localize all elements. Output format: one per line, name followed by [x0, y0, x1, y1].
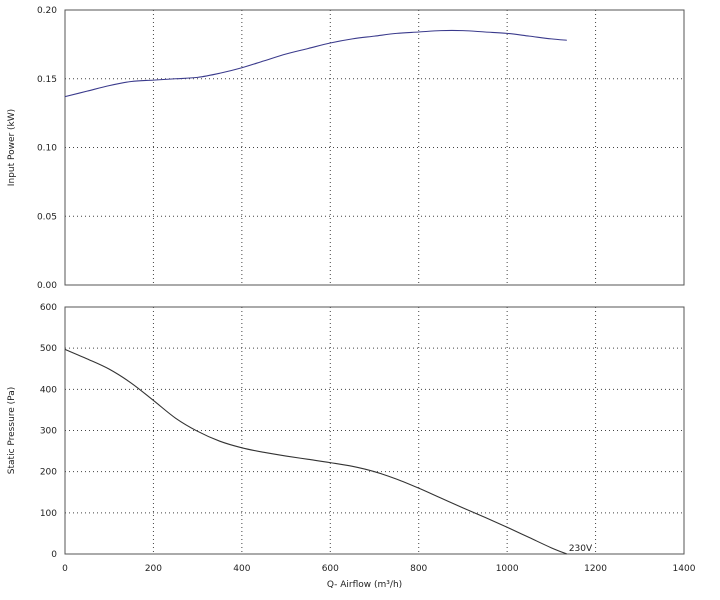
y-axis-title: Input Power (kW)	[7, 109, 17, 186]
x-tick-label: 600	[322, 564, 339, 574]
x-axis-title: Q- Airflow (m³/h)	[327, 580, 402, 590]
x-tick-label: 400	[233, 564, 250, 574]
x-tick-label: 200	[145, 564, 162, 574]
y-tick-label: 600	[40, 303, 57, 313]
series-line	[64, 348, 568, 555]
x-tick-label: 0	[62, 564, 68, 574]
plot-frame	[64, 9, 685, 286]
x-tick-label: 1400	[673, 564, 696, 574]
y-tick-label: 100	[40, 509, 57, 519]
x-tick-label: 800	[410, 564, 427, 574]
static-pressure-panel: 0 200 400 600 800 1000 1200 1400 0 100 200 300 400 50…	[7, 303, 696, 590]
y-tick-label: 200	[40, 468, 57, 478]
y-tick-label: 0.15	[37, 75, 57, 85]
series-label: 230V	[569, 544, 593, 554]
input-power-panel: 0.00 0.05 0.10 0.15 0.20 Input Power (kW)	[7, 6, 685, 291]
y-tick-label: 0	[51, 550, 57, 560]
x-tick-label: 1200	[584, 564, 607, 574]
y-tick-label: 400	[40, 385, 57, 395]
y-tick-label: 0.05	[37, 212, 57, 222]
plot-frame	[64, 306, 685, 555]
y-tick-label: 0.00	[37, 281, 57, 291]
y-tick-label: 0.10	[37, 144, 57, 154]
y-tick-label: 0.20	[37, 6, 57, 16]
series-line	[64, 29, 567, 98]
y-axis-title: Static Pressure (Pa)	[7, 387, 17, 474]
x-tick-label: 1000	[496, 564, 519, 574]
y-tick-label: 300	[40, 427, 57, 437]
y-tick-label: 500	[40, 344, 57, 354]
